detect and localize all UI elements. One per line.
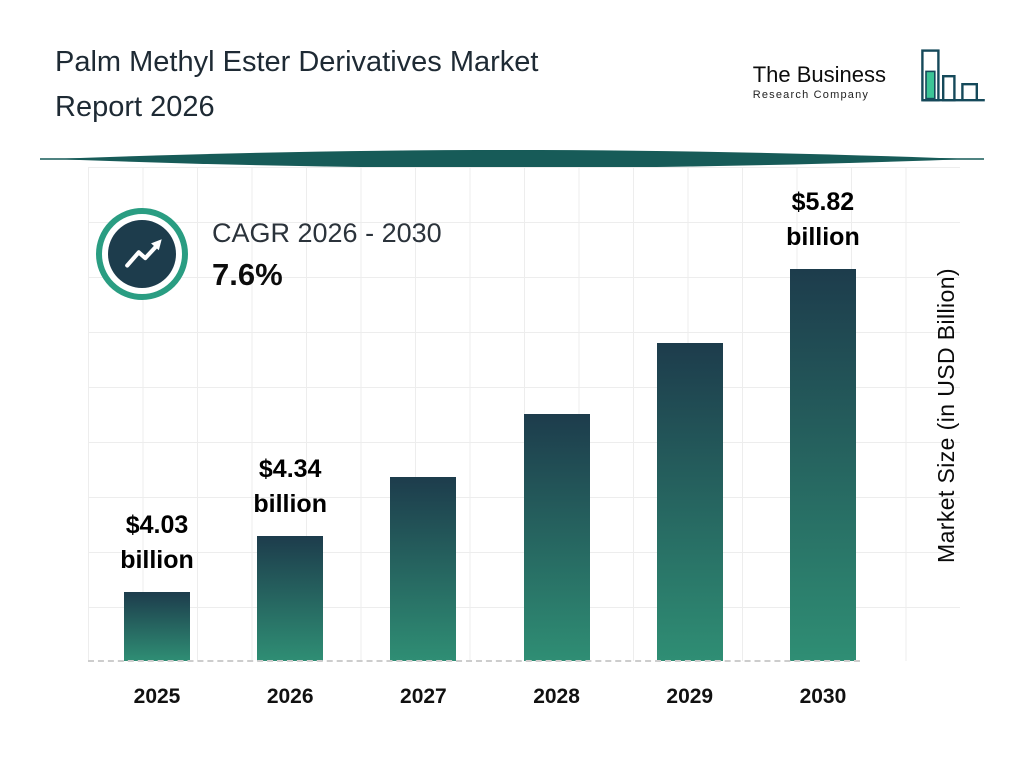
bar-value-line: $4.03 <box>125 511 189 539</box>
bar-value-label: $5.82 billion <box>786 185 860 255</box>
bar-value-label: $4.34 billion <box>253 452 327 522</box>
y-axis-label: Market Size (in USD Billion) <box>933 268 959 563</box>
bar-2025 <box>124 592 190 661</box>
bar-column-2026: $4.34 billion 2026 <box>230 452 350 708</box>
page-title: Palm Methyl Ester Derivatives Market Rep… <box>55 40 538 130</box>
logo-text: The Business Research Company <box>753 62 886 101</box>
header: Palm Methyl Ester Derivatives Market Rep… <box>55 40 988 130</box>
title-line-2: Report 2026 <box>55 90 215 123</box>
bar-column-2030: $5.82 billion 2030 <box>763 185 883 708</box>
title-line-1: Palm Methyl Ester Derivatives Market <box>55 46 539 78</box>
x-axis-label-2030: 2030 <box>799 685 847 708</box>
x-axis-label-2027: 2027 <box>400 685 447 708</box>
cagr-badge: CAGR 2026 - 2030 7.6% <box>96 208 442 300</box>
cagr-texts: CAGR 2026 - 2030 7.6% <box>212 216 442 293</box>
x-axis-label-2025: 2025 <box>133 685 181 708</box>
bar-2029 <box>656 343 723 661</box>
bar-column-2027: 2027 <box>363 477 483 708</box>
x-axis-label-2026: 2026 <box>266 685 314 708</box>
logo-subname: Research Company <box>752 88 870 101</box>
x-axis-label-2028: 2028 <box>533 685 580 708</box>
bar-value-line: billion <box>120 546 194 574</box>
bar-value-line: billion <box>253 490 327 518</box>
divider-line <box>40 150 984 168</box>
cagr-circle <box>108 220 176 288</box>
company-logo: The Business Research Company <box>753 46 988 116</box>
x-axis-baseline <box>88 660 860 662</box>
trend-up-arrow-icon <box>125 239 162 268</box>
bar-column-2028: 2028 <box>497 414 617 708</box>
bar-2027 <box>390 477 457 661</box>
bar-2026 <box>257 536 324 661</box>
bar-chart: $4.03 billion 2025 $4.34 billion 2026 2027 2028… <box>97 131 883 708</box>
bar-value-line: $4.34 <box>258 455 322 483</box>
bar-2028 <box>523 414 590 661</box>
x-axis-label-2029: 2029 <box>666 685 714 708</box>
bar-value-line: billion <box>786 223 860 251</box>
bar-value-line: $5.82 <box>791 188 855 216</box>
cagr-value: 7.6% <box>212 256 283 292</box>
bar-column-2029: 2029 <box>630 343 750 708</box>
bar-2030 <box>789 269 856 661</box>
cagr-ring <box>96 208 188 300</box>
logo-bar-chart-icon <box>921 49 985 102</box>
cagr-label: CAGR 2026 - 2030 <box>212 217 442 248</box>
bar-column-2025: $4.03 billion 2025 <box>97 508 217 708</box>
logo-name: The Business <box>752 61 886 87</box>
bar-value-label: $4.03 billion <box>120 508 194 578</box>
